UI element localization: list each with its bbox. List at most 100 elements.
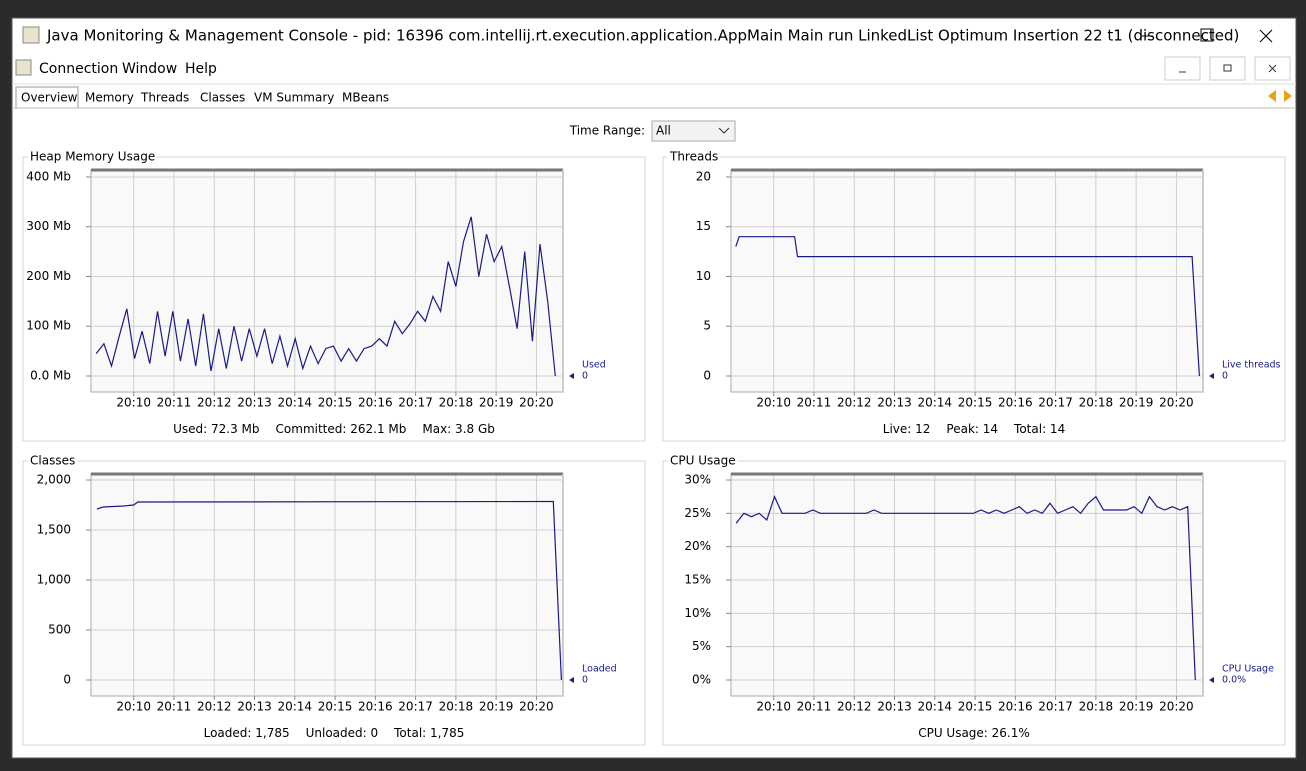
- series-line: [735, 495, 1196, 681]
- x-tick-label: 20:16: [358, 700, 393, 714]
- x-tick-label: 20:11: [797, 700, 832, 714]
- summary: Used: 72.3 Mb Committed: 262.1 Mb Max: 3.8…: [173, 422, 495, 436]
- panel: [662, 156, 1286, 442]
- x-tick-label: 20:20: [519, 700, 554, 714]
- summary-item: Max: 3.8 Gb: [422, 422, 494, 436]
- x-tick-label: 20:14: [917, 700, 952, 714]
- tab[interactable]: VM Summary: [254, 91, 334, 105]
- x-tick-label: 20:12: [837, 700, 872, 714]
- menu-item[interactable]: Help: [185, 61, 217, 77]
- panel: [662, 460, 1286, 746]
- y-tick-label: 1,500: [37, 523, 71, 537]
- maximize-button[interactable]: [1200, 28, 1214, 42]
- tab[interactable]: Memory: [85, 91, 134, 105]
- inner-minimize[interactable]: [1164, 56, 1201, 81]
- time-range-value[interactable]: All: [656, 124, 671, 138]
- tab[interactable]: MBeans: [342, 91, 389, 105]
- panel-title: Threads: [669, 150, 718, 164]
- menu-item[interactable]: Window: [122, 61, 177, 77]
- x-tick-label: 20:15: [318, 396, 353, 410]
- y-tick-label: 2,000: [37, 473, 71, 487]
- x-tick-label: 20:12: [837, 396, 872, 410]
- x-tick-label: 20:16: [358, 396, 393, 410]
- x-tick-label: 20:15: [318, 700, 353, 714]
- panel-title-bg: [668, 453, 738, 468]
- summary-item: Unloaded: 0: [306, 726, 379, 740]
- plot-area: [730, 169, 1204, 393]
- series-line: [735, 236, 1200, 377]
- y-tick-label: 30%: [684, 473, 711, 487]
- x-tick-label: 20:18: [439, 700, 474, 714]
- tab[interactable]: Threads: [140, 91, 189, 105]
- y-tick-label: 15%: [684, 573, 711, 587]
- series-line: [96, 500, 562, 681]
- icon: [1223, 64, 1232, 72]
- y-tick-label: 0%: [692, 673, 711, 687]
- legend-current: 0: [1222, 371, 1228, 382]
- y-tick-label: 10: [696, 269, 711, 283]
- panel-title: Heap Memory Usage: [30, 150, 155, 164]
- x-tick-label: 20:20: [1159, 700, 1194, 714]
- x-tick-label: 20:14: [917, 396, 952, 410]
- panel-title-bg: [667, 149, 721, 164]
- x-tick-label: 20:10: [756, 396, 791, 410]
- x-tick-label: 20:18: [1079, 700, 1114, 714]
- y-tick-label: 100 Mb: [26, 319, 71, 333]
- x-tick-label: 20:14: [277, 700, 312, 714]
- y-tick-label: 300 Mb: [26, 219, 71, 233]
- x-tick-label: 20:11: [797, 396, 832, 410]
- summary-item: Loaded: 1,785: [204, 726, 290, 740]
- y-tick-label: 0: [703, 369, 711, 383]
- summary: Loaded: 1,785 Unloaded: 0 Total: 1,785: [204, 726, 465, 740]
- panel-title: Classes: [30, 454, 75, 468]
- x-tick-label: 20:16: [998, 700, 1033, 714]
- x-tick-label: 20:18: [439, 396, 474, 410]
- legend-marker: [1209, 677, 1214, 683]
- time-range-select[interactable]: [651, 120, 736, 142]
- legend-current: 0: [582, 675, 588, 686]
- x-tick-label: 20:19: [479, 396, 514, 410]
- tab[interactable]: Classes: [200, 91, 245, 105]
- panel: [22, 460, 646, 746]
- x-tick-label: 20:11: [157, 396, 192, 410]
- x-tick-label: 20:20: [519, 396, 554, 410]
- tab-scroll-icon[interactable]: [1268, 90, 1292, 102]
- y-tick-label: 400 Mb: [26, 169, 71, 183]
- summary-item: Total: 14: [1013, 422, 1065, 436]
- legend-name: Loaded: [582, 664, 617, 675]
- summary-item: CPU Usage: 26.1%: [918, 726, 1030, 740]
- legend-marker: [1209, 373, 1214, 379]
- menu-icon: [15, 59, 32, 76]
- x-tick-label: 20:15: [958, 396, 993, 410]
- menu-item[interactable]: Connection: [39, 61, 118, 77]
- app-icon: [22, 26, 40, 44]
- dropdown-arrow: [718, 127, 730, 134]
- summary-item: Committed: 262.1 Mb: [276, 422, 407, 436]
- legend-current: 0.0%: [1222, 675, 1246, 686]
- x-tick-label: 20:12: [197, 700, 232, 714]
- y-tick-label: 0: [63, 673, 71, 687]
- y-tick-label: 15: [696, 219, 711, 233]
- x-tick-label: 20:15: [958, 700, 993, 714]
- inner-restore[interactable]: [1209, 56, 1246, 81]
- x-tick-label: 20:16: [998, 396, 1033, 410]
- x-tick-label: 20:19: [479, 700, 514, 714]
- y-tick-label: 200 Mb: [26, 269, 71, 283]
- legend-marker: [569, 373, 574, 379]
- y-tick-label: 0.0 Mb: [30, 369, 71, 383]
- tab[interactable]: Overview: [21, 91, 78, 105]
- time-range-label: Time Range:: [569, 124, 645, 138]
- y-tick-label: 5: [703, 319, 711, 333]
- summary-item: Total: 1,785: [393, 726, 464, 740]
- icon: [1268, 64, 1277, 73]
- legend-name: CPU Usage: [1222, 664, 1274, 675]
- legend-name: Live threads: [1222, 360, 1281, 371]
- y-tick-label: 1,000: [37, 573, 71, 587]
- panel: [22, 156, 646, 442]
- close-button[interactable]: [1259, 29, 1273, 43]
- summary: Live: 12 Peak: 14 Total: 14: [883, 422, 1065, 436]
- summary: CPU Usage: 26.1%: [918, 726, 1030, 740]
- x-tick-label: 20:19: [1119, 700, 1154, 714]
